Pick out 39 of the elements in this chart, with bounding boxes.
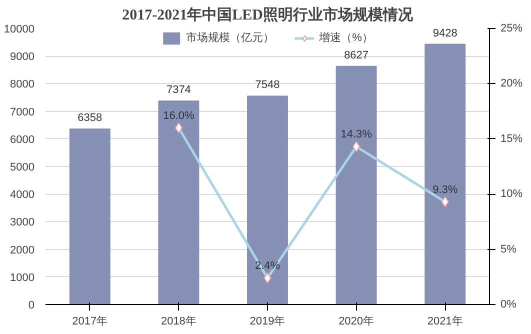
y2-tick-label: 15% <box>500 132 523 145</box>
data-label: 2.4% <box>254 260 280 272</box>
data-label: 16.0% <box>163 110 195 122</box>
legend-label: 增速（%） <box>319 31 373 45</box>
y2-tick-label: 25% <box>500 22 523 34</box>
data-label: 6358 <box>78 112 102 124</box>
chart-title: 2017-2021年中国LED照明行业市场规模情况 <box>122 6 414 24</box>
data-label: 7374 <box>166 84 191 96</box>
x-tick-label: 2017年 <box>72 316 108 328</box>
y-tick-label: 2000 <box>10 244 35 256</box>
y2-tick-label: 20% <box>500 78 523 90</box>
data-label: 14.3% <box>340 128 372 141</box>
bar <box>247 96 288 304</box>
y2-tick-label: 10% <box>500 188 523 200</box>
bar <box>424 44 466 304</box>
y-tick-label: 10000 <box>4 24 35 36</box>
data-label: 9428 <box>432 27 458 40</box>
y-tick-label: 1000 <box>10 272 35 284</box>
y2-tick-label: 5% <box>500 243 517 256</box>
x-tick-label: 2020年 <box>338 316 374 328</box>
data-label: 7548 <box>255 79 280 92</box>
x-tick-label: 2019年 <box>250 316 286 328</box>
y-tick-label: 9000 <box>10 51 35 64</box>
y-tick-label: 8000 <box>10 78 35 91</box>
x-tick-label: 2021年 <box>427 316 463 328</box>
data-label: 8627 <box>344 49 369 62</box>
y2-tick-label: 0% <box>500 298 517 310</box>
bar <box>336 66 377 304</box>
y-tick-label: 7000 <box>10 106 35 118</box>
y-tick-label: 6000 <box>10 134 35 146</box>
data-label: 9.3% <box>432 184 458 196</box>
legend-label: 市场规模（亿元） <box>186 30 274 45</box>
bar <box>69 128 110 304</box>
bar <box>158 100 200 304</box>
y-tick-label: 3000 <box>10 216 35 229</box>
y-tick-label: 5000 <box>10 162 35 174</box>
y-tick-label: 4000 <box>10 189 35 202</box>
x-tick-label: 2018年 <box>160 316 196 328</box>
y-tick-label: 0 <box>28 300 35 312</box>
